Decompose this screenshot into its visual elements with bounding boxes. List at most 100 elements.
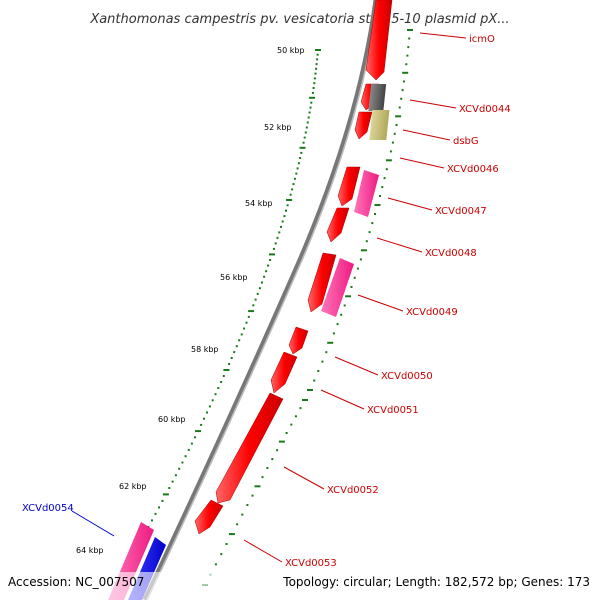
outer-tick bbox=[401, 89, 404, 92]
outer-tick bbox=[381, 186, 384, 189]
gene-label-XCVd0046: XCVd0046 bbox=[447, 164, 499, 175]
outer-tick bbox=[327, 341, 334, 344]
outer-tick bbox=[353, 276, 356, 279]
inner-tick bbox=[272, 247, 275, 250]
outer-tick bbox=[406, 54, 409, 57]
gene-labels: icmO XCVd0044 dsbG XCVd0046 XCVd0047 XCV… bbox=[22, 34, 511, 569]
outer-tick bbox=[407, 29, 413, 31]
outer-tick bbox=[307, 389, 313, 391]
inner-tick bbox=[195, 430, 201, 433]
inner-tick bbox=[256, 292, 259, 295]
outer-tick bbox=[254, 485, 261, 488]
footer: Accession: NC_007507 Topology: circular;… bbox=[0, 572, 600, 600]
inner-tick bbox=[235, 345, 238, 348]
gene-label-XCVd0050: XCVd0050 bbox=[381, 371, 433, 382]
leader-line-XCVd0044 bbox=[409, 99, 457, 109]
inner-tick bbox=[305, 126, 308, 129]
inner-tick bbox=[151, 519, 153, 522]
inner-tick bbox=[158, 506, 160, 509]
inner-tick bbox=[161, 499, 164, 502]
leader-line-XCVd0049 bbox=[357, 294, 404, 312]
outer-tick bbox=[402, 71, 409, 74]
inner-tick bbox=[283, 215, 286, 218]
inner-tick bbox=[245, 321, 248, 324]
outer-tick bbox=[313, 379, 316, 382]
inner-tick bbox=[208, 405, 211, 408]
inner-tick bbox=[310, 101, 313, 104]
outer-tick bbox=[356, 267, 359, 270]
outer-tick bbox=[393, 132, 396, 135]
gene-label-icmO: icmO bbox=[469, 34, 495, 45]
inner-tick bbox=[263, 275, 266, 278]
outer-tick bbox=[220, 553, 223, 556]
inner-tick bbox=[314, 72, 317, 75]
inner-tick bbox=[316, 58, 319, 61]
inner-tick bbox=[309, 96, 316, 99]
inner-tick bbox=[240, 333, 243, 336]
inner-tick bbox=[265, 270, 268, 273]
outer-tick bbox=[345, 295, 352, 298]
inner-tick bbox=[269, 253, 275, 256]
inner-tick bbox=[184, 455, 187, 458]
inner-tick bbox=[248, 310, 255, 313]
outer-tick bbox=[359, 258, 362, 261]
gene-label-dsbG: dsbG bbox=[453, 136, 479, 147]
inner-tick bbox=[217, 387, 220, 390]
inner-tick bbox=[214, 393, 217, 396]
gene-features bbox=[108, 0, 393, 600]
leader-line-XCVd0053 bbox=[243, 539, 283, 563]
inner-tick bbox=[299, 146, 306, 149]
inner-tick bbox=[162, 493, 169, 496]
inner-tick bbox=[315, 49, 321, 51]
scale-label-62kbp: 62 kbp bbox=[119, 482, 147, 491]
inner-tick bbox=[228, 363, 231, 365]
outer-tick bbox=[379, 195, 381, 197]
leader-line-XCVd0047 bbox=[387, 197, 433, 211]
outer-tick bbox=[285, 432, 288, 434]
inner-tick bbox=[168, 487, 171, 489]
outer-tick bbox=[236, 523, 239, 526]
outer-tick bbox=[368, 231, 371, 234]
inner-tick bbox=[174, 474, 177, 477]
scale-label-58kbp: 58 kbp bbox=[191, 345, 219, 354]
gene-arrow-XCVd0049 bbox=[307, 252, 337, 313]
outer-tick bbox=[290, 423, 293, 426]
scale-labels: 50 kbp 52 kbp 54 kbp 56 kbp 58 kbp 60 kb… bbox=[76, 46, 305, 555]
inner-tick bbox=[307, 116, 310, 119]
inner-tick bbox=[187, 448, 190, 451]
outer-tick bbox=[360, 249, 367, 252]
gene-arrow-XCVd0046 bbox=[337, 166, 361, 207]
outer-tick bbox=[266, 467, 269, 469]
outer-tick bbox=[398, 106, 401, 109]
outer-tick bbox=[225, 543, 228, 545]
inner-tick bbox=[178, 467, 181, 470]
inner-tick bbox=[315, 63, 318, 66]
gene-label-XCVd0047: XCVd0047 bbox=[435, 206, 487, 217]
outer-tick bbox=[271, 458, 274, 461]
outer-tick bbox=[391, 141, 394, 144]
outer-tick bbox=[228, 533, 235, 536]
outer-tick bbox=[371, 222, 374, 225]
leader-line-XCVd0046 bbox=[399, 157, 445, 169]
inner-tick bbox=[181, 461, 184, 464]
inner-tick bbox=[269, 259, 272, 261]
outer-tick bbox=[321, 360, 324, 363]
gene-block-XCVd0047 bbox=[354, 170, 379, 217]
outer-tick-track bbox=[202, 29, 413, 586]
inner-tick bbox=[222, 375, 225, 377]
outer-tick bbox=[276, 449, 279, 452]
map-title: Xanthomonas campestris pv. vesicatoria s… bbox=[89, 12, 509, 27]
backbone-ring-highlight bbox=[146, 0, 379, 600]
inner-tick bbox=[274, 242, 277, 245]
inner-tick bbox=[300, 151, 303, 154]
outer-tick bbox=[365, 240, 368, 243]
outer-tick bbox=[402, 80, 405, 83]
inner-tick bbox=[308, 111, 311, 114]
leader-line-XCVd0054 bbox=[71, 510, 115, 537]
outer-tick bbox=[407, 46, 410, 49]
outer-tick bbox=[350, 286, 353, 288]
topology-text: Topology: circular; Length: 182,572 bp; … bbox=[282, 575, 590, 589]
gene-label-XCVd0044: XCVd0044 bbox=[459, 104, 511, 115]
inner-tick bbox=[299, 157, 302, 159]
